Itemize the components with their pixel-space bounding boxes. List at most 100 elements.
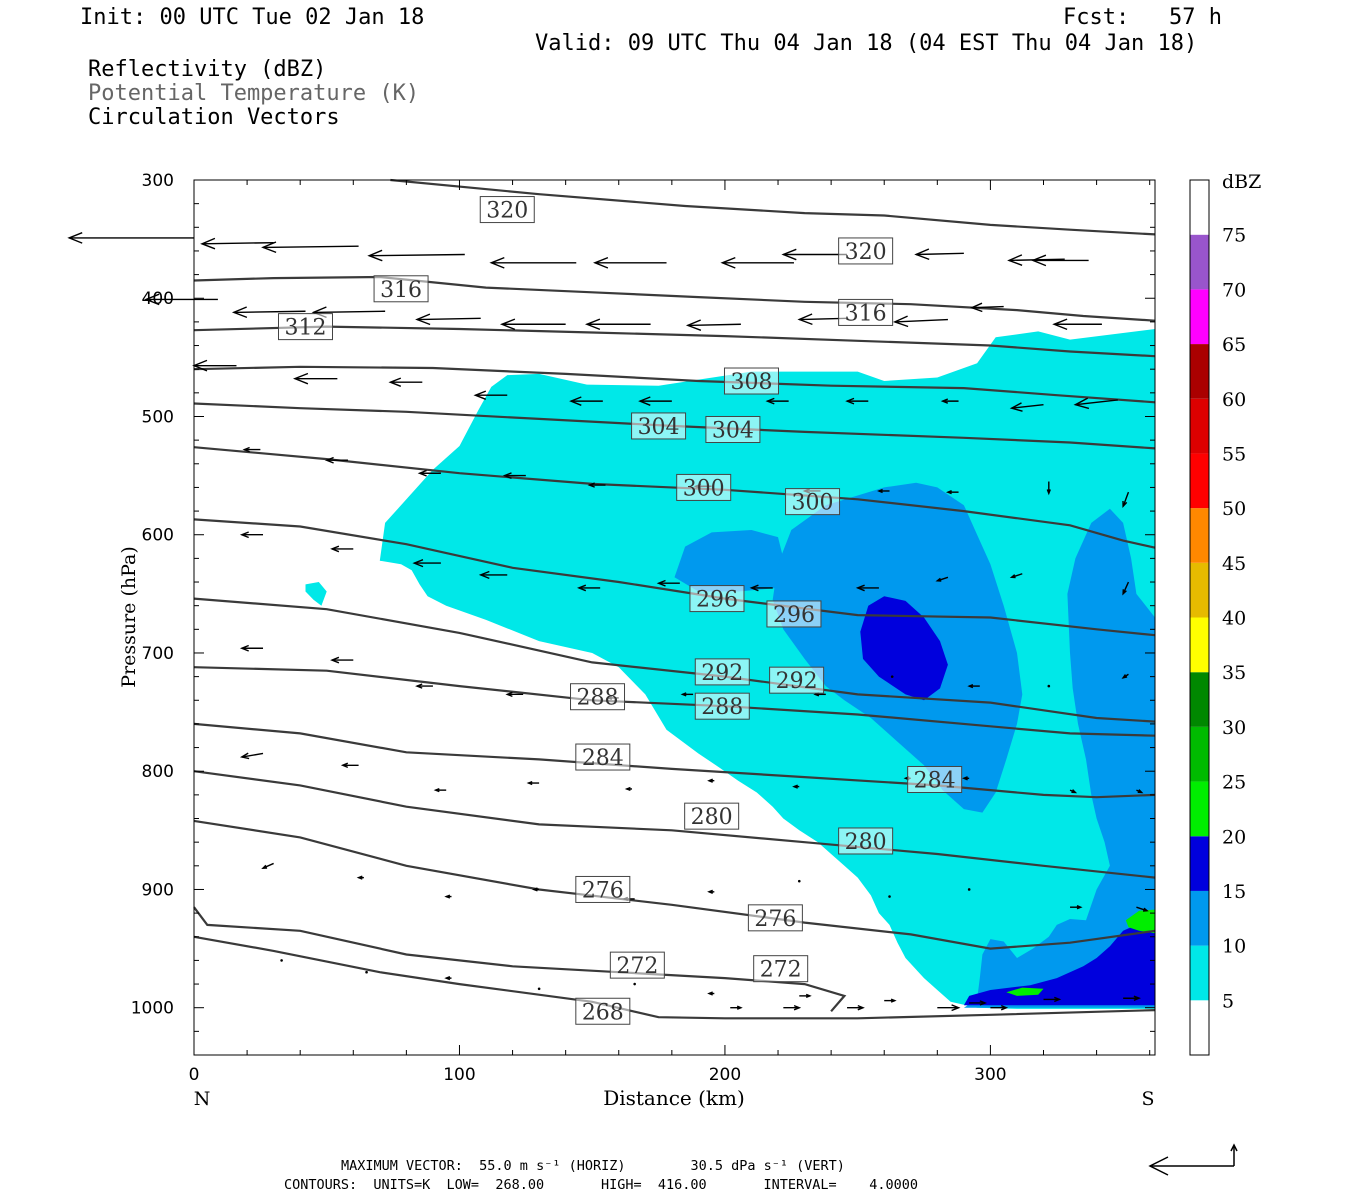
circulation-vector	[292, 372, 338, 385]
colorbar-segment	[1190, 344, 1209, 399]
vector-head	[707, 991, 713, 996]
theta-label-box	[907, 765, 963, 793]
vector-head	[962, 776, 968, 781]
vector-head	[433, 788, 440, 793]
theta-label-text: 268	[582, 1000, 624, 1025]
colorbar-tick-label: 55	[1222, 443, 1246, 465]
theta-contour-276	[193, 819, 1156, 950]
vector-head	[797, 313, 813, 326]
theta-label-text: 300	[792, 491, 834, 516]
colorbar: 5 10 15 20 25 30 35 40 45 50 55 60 65 70 75 dBZ	[1189, 171, 1261, 1056]
circulation-vector	[593, 256, 667, 269]
circulation-vector	[845, 397, 869, 405]
vector-shaft	[916, 252, 964, 256]
theta-label-box	[769, 666, 825, 694]
theta-contour-280	[193, 770, 1156, 879]
circulation-vector	[1052, 318, 1102, 331]
circulation-vector	[444, 894, 452, 899]
colorbar-segment	[1190, 453, 1209, 509]
circulation-vector	[584, 318, 651, 331]
vector-head	[793, 1004, 802, 1011]
vector-shaft	[687, 323, 741, 327]
theta-label-308: 308	[723, 367, 779, 395]
reflectivity-area-15dbz	[860, 596, 948, 701]
circulation-vector	[242, 446, 261, 453]
theta-label-text: 288	[577, 686, 619, 711]
vector-head	[1137, 789, 1144, 794]
circulation-vector	[415, 313, 481, 326]
theta-label-280: 280	[684, 802, 740, 830]
y-tick-label: 400	[142, 289, 174, 309]
circulation-vector	[415, 683, 433, 689]
circulation-vector	[967, 683, 980, 689]
colorbar-tick-label: 75	[1222, 225, 1246, 247]
vector-head	[1071, 789, 1078, 794]
reflectivity-area-20dbz	[1006, 987, 1044, 996]
y-tick-label: 700	[142, 644, 174, 664]
colorbar-title: dBZ	[1222, 171, 1261, 193]
vector-head	[144, 293, 160, 306]
colorbar-tick-label: 45	[1222, 553, 1246, 575]
vector-head	[1046, 489, 1051, 496]
axes: 300 400 500 600 700 800 900 1000 0 100 200 300 N S Dis…	[118, 171, 1155, 1110]
circulation-vector	[473, 390, 508, 400]
colorbar-segment	[1190, 836, 1209, 891]
x-tick-label: 100	[443, 1065, 475, 1085]
theta-label-box	[838, 827, 894, 855]
circulation-vector	[502, 472, 526, 480]
circulation-vector	[781, 248, 848, 261]
vector-head	[781, 248, 797, 261]
circulation-vector	[967, 888, 971, 891]
vector-head	[1009, 402, 1023, 412]
theta-label-box	[766, 600, 822, 628]
theta-label-box	[631, 412, 687, 440]
colorbar-segment	[1190, 726, 1209, 782]
vector-head	[356, 875, 363, 880]
vector-head	[324, 456, 334, 464]
circulation-vector	[937, 1004, 961, 1012]
circulation-vector	[940, 398, 959, 404]
reflectivity-area-5dbz	[305, 582, 327, 606]
vector-shaft	[1122, 581, 1130, 595]
vector-head	[792, 784, 798, 789]
circulation-vector	[356, 875, 364, 880]
colorbar-tick-label: 35	[1222, 662, 1246, 684]
y-axis-title: Pressure (hPa)	[118, 546, 140, 688]
circulation-vector	[1122, 581, 1130, 596]
theta-label-box	[694, 692, 750, 720]
theta-label-text: 272	[760, 958, 802, 983]
vector-shaft	[201, 241, 274, 245]
circulation-vector	[340, 762, 359, 769]
theta-label-text: 280	[845, 830, 887, 855]
theta-label-320: 320	[479, 196, 535, 224]
vector-head	[239, 531, 249, 539]
theta-label-box	[479, 196, 535, 224]
circulation-vector	[877, 488, 890, 494]
circulation-vector	[1009, 573, 1023, 579]
circulation-vector	[945, 490, 959, 495]
circulation-vector	[799, 993, 812, 999]
circulation-vector	[499, 318, 566, 331]
theta-label-276: 276	[575, 875, 631, 903]
theta-label-292: 292	[694, 658, 750, 686]
circulation-vector	[526, 780, 540, 786]
circulation-vector	[847, 1004, 865, 1011]
theta-label-text: 320	[845, 240, 887, 265]
circulation-vector	[537, 987, 541, 991]
vector-head	[499, 318, 516, 331]
theta-label-316: 316	[373, 275, 429, 303]
vector-head	[707, 889, 713, 894]
vector-head	[444, 894, 451, 899]
circulation-vector	[330, 545, 354, 553]
theta-label-276: 276	[747, 904, 803, 932]
colorbar-tick-label: 65	[1222, 334, 1246, 356]
colorbar-tick-label: 15	[1222, 881, 1246, 903]
circulation-vector	[969, 1000, 988, 1006]
circulation-vector	[433, 788, 447, 793]
colorbar-segment	[1190, 398, 1209, 454]
circulation-vector	[324, 456, 348, 464]
circulation-vector	[855, 584, 879, 592]
circulation-vector	[749, 584, 773, 592]
circulation-vector	[890, 675, 894, 678]
circulation-vector	[444, 976, 452, 981]
